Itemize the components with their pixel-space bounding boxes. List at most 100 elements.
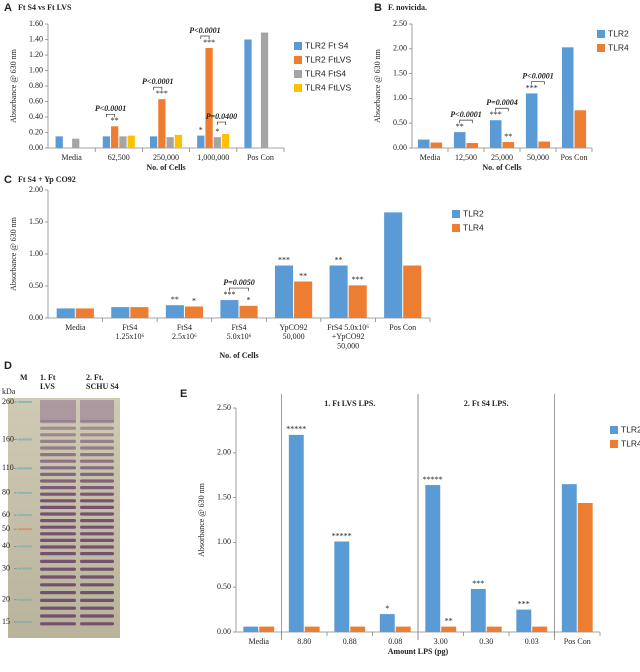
p-value: P<0.0001 [95, 104, 126, 113]
bar [111, 126, 119, 148]
significance-stars: *** [223, 290, 235, 299]
group-label: 1. Ft LVS LPS. [324, 399, 375, 408]
x-tick-label: 62,500 [108, 153, 130, 162]
x-tick-label: Pos Con [564, 637, 591, 646]
y-tick-label: 0.00 [217, 627, 231, 636]
lps-band [40, 433, 76, 437]
y-tick-label: 0.80 [29, 81, 43, 90]
y-tick-label: 0.50 [393, 118, 407, 127]
x-tick-label: FtS4 2.5x10⁶ [172, 323, 197, 341]
lps-band [80, 545, 114, 549]
bar [441, 626, 457, 632]
bar [288, 434, 304, 632]
bar [561, 484, 577, 632]
legend-swatch [452, 224, 460, 232]
bar [430, 142, 443, 148]
lps-band [80, 567, 114, 571]
lps-band [80, 466, 114, 470]
lps-band [80, 479, 114, 483]
lps-band [40, 426, 76, 430]
significance-stars: ** [335, 255, 343, 264]
legend-swatch [597, 44, 605, 52]
lps-band [40, 512, 76, 516]
bar [417, 139, 430, 148]
x-tick-label: 0.88 [343, 637, 357, 646]
bar [184, 306, 204, 318]
lps-band [80, 486, 114, 490]
bar [489, 120, 502, 148]
p-value: P<0.0001 [450, 110, 481, 119]
marker-label: 15 [2, 617, 10, 626]
y-tick-label: 1.50 [393, 68, 407, 77]
bracket [200, 35, 210, 40]
bar [466, 143, 479, 148]
lps-band [80, 512, 114, 516]
bar [384, 212, 403, 318]
y-tick-label: 1.00 [217, 537, 231, 546]
legend-label: TLR2 FtLVS [305, 54, 351, 64]
legend-label: TLR4 [463, 222, 484, 232]
bar [334, 541, 350, 632]
panel-label: A [4, 2, 12, 14]
y-tick-label: 1.00 [29, 249, 43, 258]
bracket [459, 119, 473, 124]
lps-band [40, 598, 76, 602]
panel-label: E [180, 388, 187, 400]
x-tick-label: Pos Con [389, 323, 416, 332]
bar [516, 609, 532, 632]
bar [130, 307, 149, 318]
p-value: P<0.0001 [142, 77, 173, 86]
y-tick-label: 1.40 [29, 34, 43, 43]
significance-stars: ** [111, 116, 119, 125]
lps-band [80, 575, 114, 579]
y-tick-label: 1.50 [217, 492, 231, 501]
y-tick-label: 0.20 [29, 127, 43, 136]
x-tick-label: Media [420, 153, 441, 162]
x-axis-label: No. of Cells [482, 163, 521, 172]
y-tick-label: 2.00 [393, 44, 407, 53]
group-label: 2. Ft S4 LPS. [464, 399, 509, 408]
x-tick-label: Pos Con [247, 153, 274, 162]
lps-smear [40, 400, 76, 422]
marker-band [18, 438, 32, 441]
bar [111, 307, 130, 318]
significance-stars: *** [156, 89, 168, 98]
bracket [216, 121, 226, 126]
bar [577, 502, 593, 632]
marker-band [18, 467, 32, 470]
legend-swatch [597, 30, 605, 38]
lps-band [80, 433, 114, 437]
bar [197, 135, 205, 148]
lps-band [40, 532, 76, 536]
bar [72, 138, 80, 148]
lps-band [80, 459, 114, 463]
legend-swatch [294, 84, 302, 92]
chart-title: Ft S4 vs Ft LVS [18, 3, 72, 12]
legend-swatch [294, 42, 302, 50]
p-value: P=0.0004 [486, 98, 517, 107]
p-value: P<0.0001 [189, 26, 220, 35]
bar [56, 308, 75, 318]
significance-stars: *** [278, 255, 290, 264]
y-tick-label: 0.00 [393, 143, 407, 152]
bar [425, 485, 441, 632]
p-value: P<0.0001 [522, 71, 553, 80]
significance-stars: ***** [423, 475, 443, 484]
lps-band [80, 538, 114, 542]
lps-band [40, 552, 76, 556]
significance-stars: *** [472, 579, 484, 588]
y-tick-label: 1.50 [29, 217, 43, 226]
lps-band [40, 486, 76, 490]
bar [127, 135, 135, 148]
marker-band [18, 621, 32, 623]
panel-label: D [4, 360, 12, 372]
y-tick-label: 1.00 [29, 65, 43, 74]
y-tick-label: 0.50 [217, 582, 231, 591]
x-tick-label: 250,000 [153, 153, 179, 162]
y-axis-label: Absorbance @ 630 nm [373, 48, 382, 123]
lps-band [80, 591, 114, 595]
legend-swatch [452, 210, 460, 218]
panel-label: C [4, 174, 12, 186]
bar [174, 134, 183, 148]
